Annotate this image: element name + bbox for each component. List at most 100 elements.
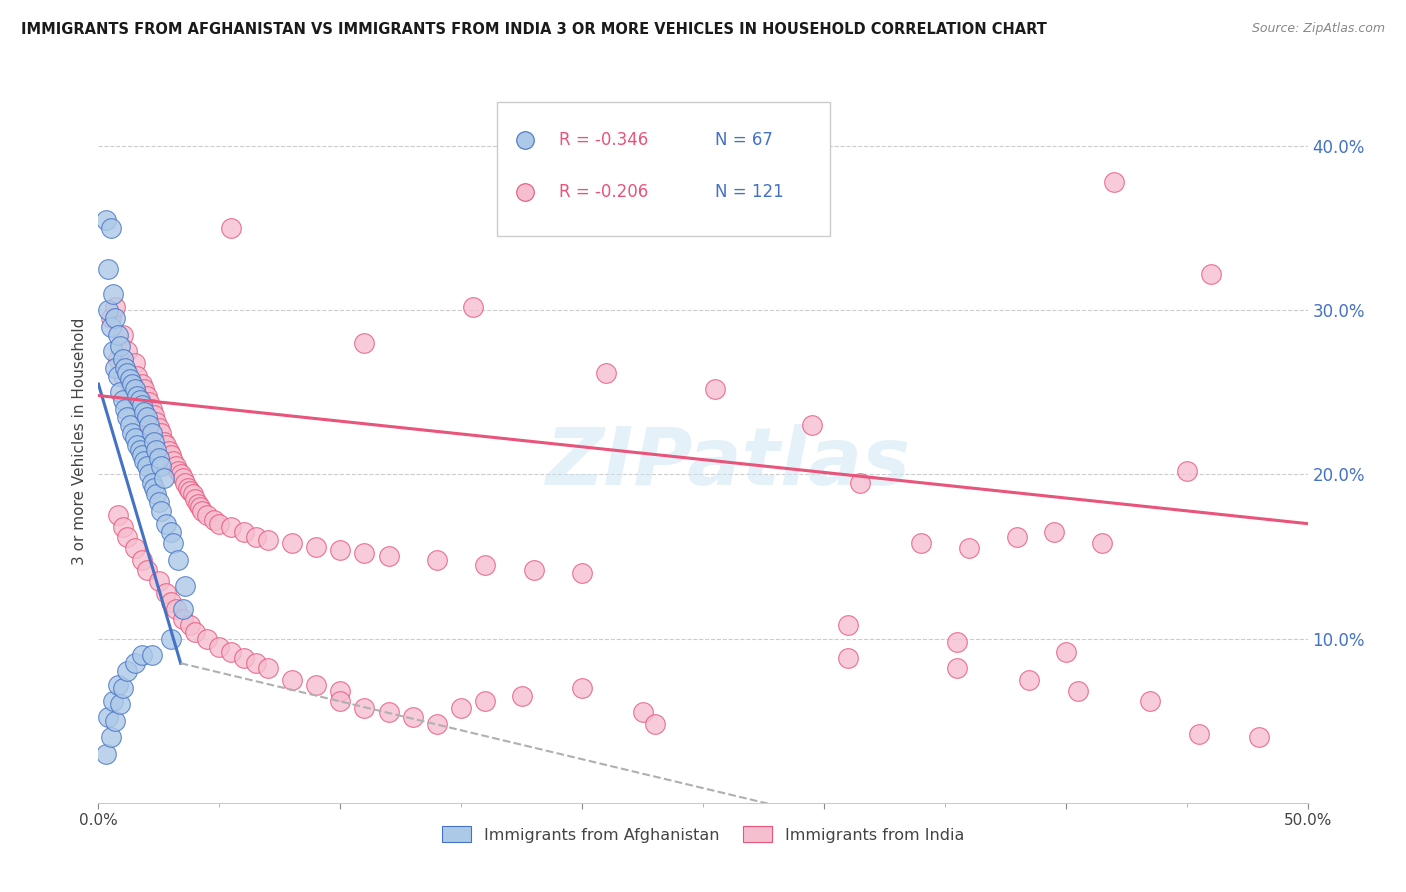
Point bbox=[127, 368, 149, 383]
Text: Source: ZipAtlas.com: Source: ZipAtlas.com bbox=[1251, 22, 1385, 36]
Point bbox=[134, 405, 156, 419]
Point bbox=[1042, 524, 1064, 539]
Point bbox=[155, 585, 177, 599]
Point bbox=[1188, 727, 1211, 741]
Point bbox=[150, 426, 173, 441]
Point bbox=[111, 393, 134, 408]
Point bbox=[155, 438, 177, 452]
Point bbox=[134, 454, 156, 468]
Point bbox=[165, 602, 187, 616]
Point bbox=[143, 481, 166, 495]
Point bbox=[138, 418, 160, 433]
Point bbox=[167, 553, 190, 567]
Point bbox=[148, 574, 170, 588]
Point bbox=[329, 684, 352, 698]
Point bbox=[595, 366, 617, 380]
Point bbox=[946, 635, 969, 649]
Point bbox=[160, 448, 183, 462]
Point bbox=[910, 536, 932, 550]
Point bbox=[179, 618, 201, 632]
Point bbox=[141, 648, 163, 662]
Point bbox=[108, 385, 131, 400]
Point bbox=[150, 503, 173, 517]
Point bbox=[245, 657, 267, 671]
Point bbox=[131, 648, 153, 662]
Point bbox=[128, 442, 150, 457]
Text: R = -0.346: R = -0.346 bbox=[560, 131, 648, 149]
Point bbox=[127, 438, 149, 452]
Point bbox=[117, 530, 139, 544]
Point bbox=[165, 459, 187, 474]
Point bbox=[1199, 267, 1222, 281]
Point bbox=[957, 541, 980, 556]
Point bbox=[124, 657, 146, 671]
Point bbox=[167, 464, 190, 478]
Point bbox=[160, 524, 183, 539]
Point bbox=[101, 344, 124, 359]
Point bbox=[111, 327, 134, 342]
Point bbox=[353, 546, 375, 560]
Point bbox=[145, 442, 167, 457]
Point bbox=[108, 698, 131, 712]
Point bbox=[141, 401, 163, 416]
Point bbox=[131, 405, 153, 419]
Point bbox=[232, 524, 254, 539]
Point bbox=[100, 221, 122, 235]
Point bbox=[152, 470, 174, 484]
Point bbox=[256, 533, 278, 547]
Point bbox=[121, 426, 143, 441]
Point bbox=[127, 388, 149, 402]
Point bbox=[111, 368, 134, 383]
Point bbox=[131, 553, 153, 567]
Point bbox=[107, 352, 129, 367]
Text: IMMIGRANTS FROM AFGHANISTAN VS IMMIGRANTS FROM INDIA 3 OR MORE VEHICLES IN HOUSE: IMMIGRANTS FROM AFGHANISTAN VS IMMIGRANT… bbox=[21, 22, 1047, 37]
Point bbox=[104, 311, 127, 326]
Point bbox=[837, 651, 859, 665]
Point bbox=[1102, 175, 1125, 189]
Point bbox=[174, 579, 197, 593]
Point bbox=[208, 516, 231, 531]
Point bbox=[107, 508, 129, 523]
Point bbox=[114, 360, 136, 375]
Point bbox=[353, 700, 375, 714]
Point bbox=[184, 625, 207, 640]
Point bbox=[329, 542, 352, 557]
Point bbox=[131, 377, 153, 392]
Legend: Immigrants from Afghanistan, Immigrants from India: Immigrants from Afghanistan, Immigrants … bbox=[436, 820, 970, 849]
Point bbox=[450, 700, 472, 714]
Point bbox=[221, 221, 243, 235]
Point bbox=[148, 421, 170, 435]
Point bbox=[107, 368, 129, 383]
Point bbox=[124, 382, 146, 396]
Point bbox=[329, 694, 352, 708]
Point bbox=[117, 366, 139, 380]
Point bbox=[108, 339, 131, 353]
Point bbox=[571, 566, 593, 580]
Point bbox=[377, 706, 399, 720]
Point bbox=[188, 500, 211, 515]
Point bbox=[118, 372, 141, 386]
Point bbox=[148, 450, 170, 465]
Point bbox=[104, 360, 127, 375]
Point bbox=[143, 409, 166, 423]
Point bbox=[256, 661, 278, 675]
Point bbox=[172, 470, 194, 484]
Point bbox=[305, 677, 328, 691]
Point bbox=[117, 344, 139, 359]
Point bbox=[1175, 464, 1198, 478]
Point bbox=[100, 730, 122, 744]
Point bbox=[281, 536, 304, 550]
Point bbox=[150, 459, 173, 474]
Text: R = -0.206: R = -0.206 bbox=[560, 183, 648, 202]
Point bbox=[97, 262, 120, 277]
Point bbox=[141, 475, 163, 490]
Point bbox=[281, 673, 304, 687]
Point bbox=[800, 418, 823, 433]
Point bbox=[143, 434, 166, 449]
Point bbox=[245, 530, 267, 544]
Point bbox=[208, 640, 231, 654]
Point bbox=[124, 356, 146, 370]
Point bbox=[204, 513, 226, 527]
Point bbox=[510, 689, 533, 703]
Point bbox=[1091, 536, 1114, 550]
